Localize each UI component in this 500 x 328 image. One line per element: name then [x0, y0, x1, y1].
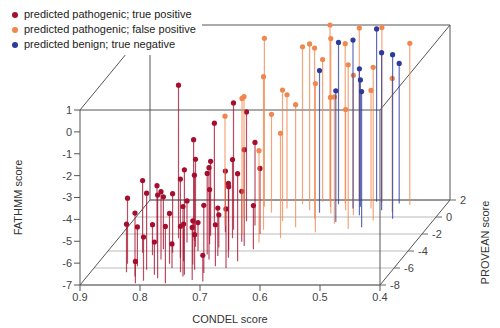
- svg-text:0.8: 0.8: [132, 291, 147, 303]
- svg-text:1: 1: [66, 104, 72, 116]
- html-text:predicted pathogenic; false po: predicted pathogenic; false positive: [24, 23, 196, 35]
- html-text:predicted benign; true negativ: predicted benign; true negative: [24, 38, 176, 50]
- html-text:predicted pathogenic; true pos: predicted pathogenic; true positive: [24, 8, 192, 20]
- svg-text:-3: -3: [62, 191, 72, 203]
- svg-text:0.5: 0.5: [312, 291, 327, 303]
- svg-text:-8: -8: [390, 279, 400, 291]
- svg-text:CONDEL score: CONDEL score: [192, 313, 267, 325]
- svg-text:0: 0: [446, 211, 452, 223]
- svg-text:-7: -7: [62, 279, 72, 291]
- svg-text:-1: -1: [62, 148, 72, 160]
- svg-text:0.4: 0.4: [372, 291, 387, 303]
- svg-text:-2: -2: [432, 228, 442, 240]
- svg-text:0: 0: [66, 126, 72, 138]
- svg-text:0.9: 0.9: [72, 291, 87, 303]
- svg-text:-5: -5: [62, 235, 72, 247]
- svg-text:0.7: 0.7: [192, 291, 207, 303]
- svg-text:FATHMM score: FATHMM score: [12, 160, 24, 236]
- svg-text:PROVEAN score: PROVEAN score: [479, 201, 491, 285]
- svg-text:-2: -2: [62, 170, 72, 182]
- svg-text:0.6: 0.6: [252, 291, 267, 303]
- svg-text:-6: -6: [404, 262, 414, 274]
- svg-text:-6: -6: [62, 257, 72, 269]
- svg-text:2: 2: [460, 194, 466, 206]
- svg-text:-4: -4: [62, 213, 72, 225]
- svg-text:-4: -4: [418, 245, 428, 257]
